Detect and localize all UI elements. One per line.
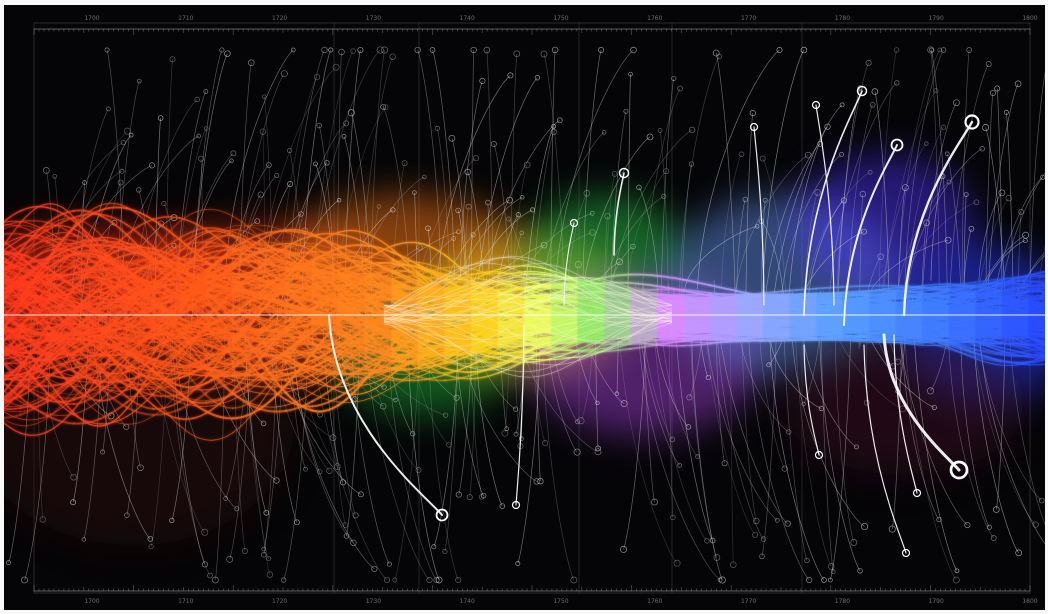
top-tick-label: 1720 — [272, 15, 287, 22]
top-tick-label: 1780 — [835, 15, 850, 22]
top-tick-label: 1740 — [460, 15, 475, 22]
top-tick-label: 1710 — [178, 15, 193, 22]
top-tick-label: 1790 — [929, 15, 944, 22]
bottom-tick-label: 1730 — [366, 598, 381, 605]
top-tick-label: 1770 — [741, 15, 756, 22]
top-tick-label: 1760 — [647, 15, 662, 22]
bottom-tick-label: 1800 — [1022, 598, 1037, 605]
top-tick-label: 1750 — [553, 15, 568, 22]
timeline-visualization: 1700 1710 1720 1730 1740 1750 1760 1770 1780 1790… — [4, 5, 1045, 610]
top-tick-label: 1800 — [1022, 15, 1037, 22]
bottom-tick-label: 1700 — [84, 598, 99, 605]
bottom-tick-label: 1710 — [178, 598, 193, 605]
bottom-tick-label: 1750 — [553, 598, 568, 605]
bottom-tick-label: 1740 — [460, 598, 475, 605]
bottom-tick-label: 1770 — [741, 598, 756, 605]
bottom-tick-label: 1720 — [272, 598, 287, 605]
bottom-tick-label: 1760 — [647, 598, 662, 605]
top-tick-label: 1730 — [366, 15, 381, 22]
top-tick-label: 1700 — [84, 15, 99, 22]
bottom-tick-label: 1790 — [929, 598, 944, 605]
bottom-tick-label: 1780 — [835, 598, 850, 605]
